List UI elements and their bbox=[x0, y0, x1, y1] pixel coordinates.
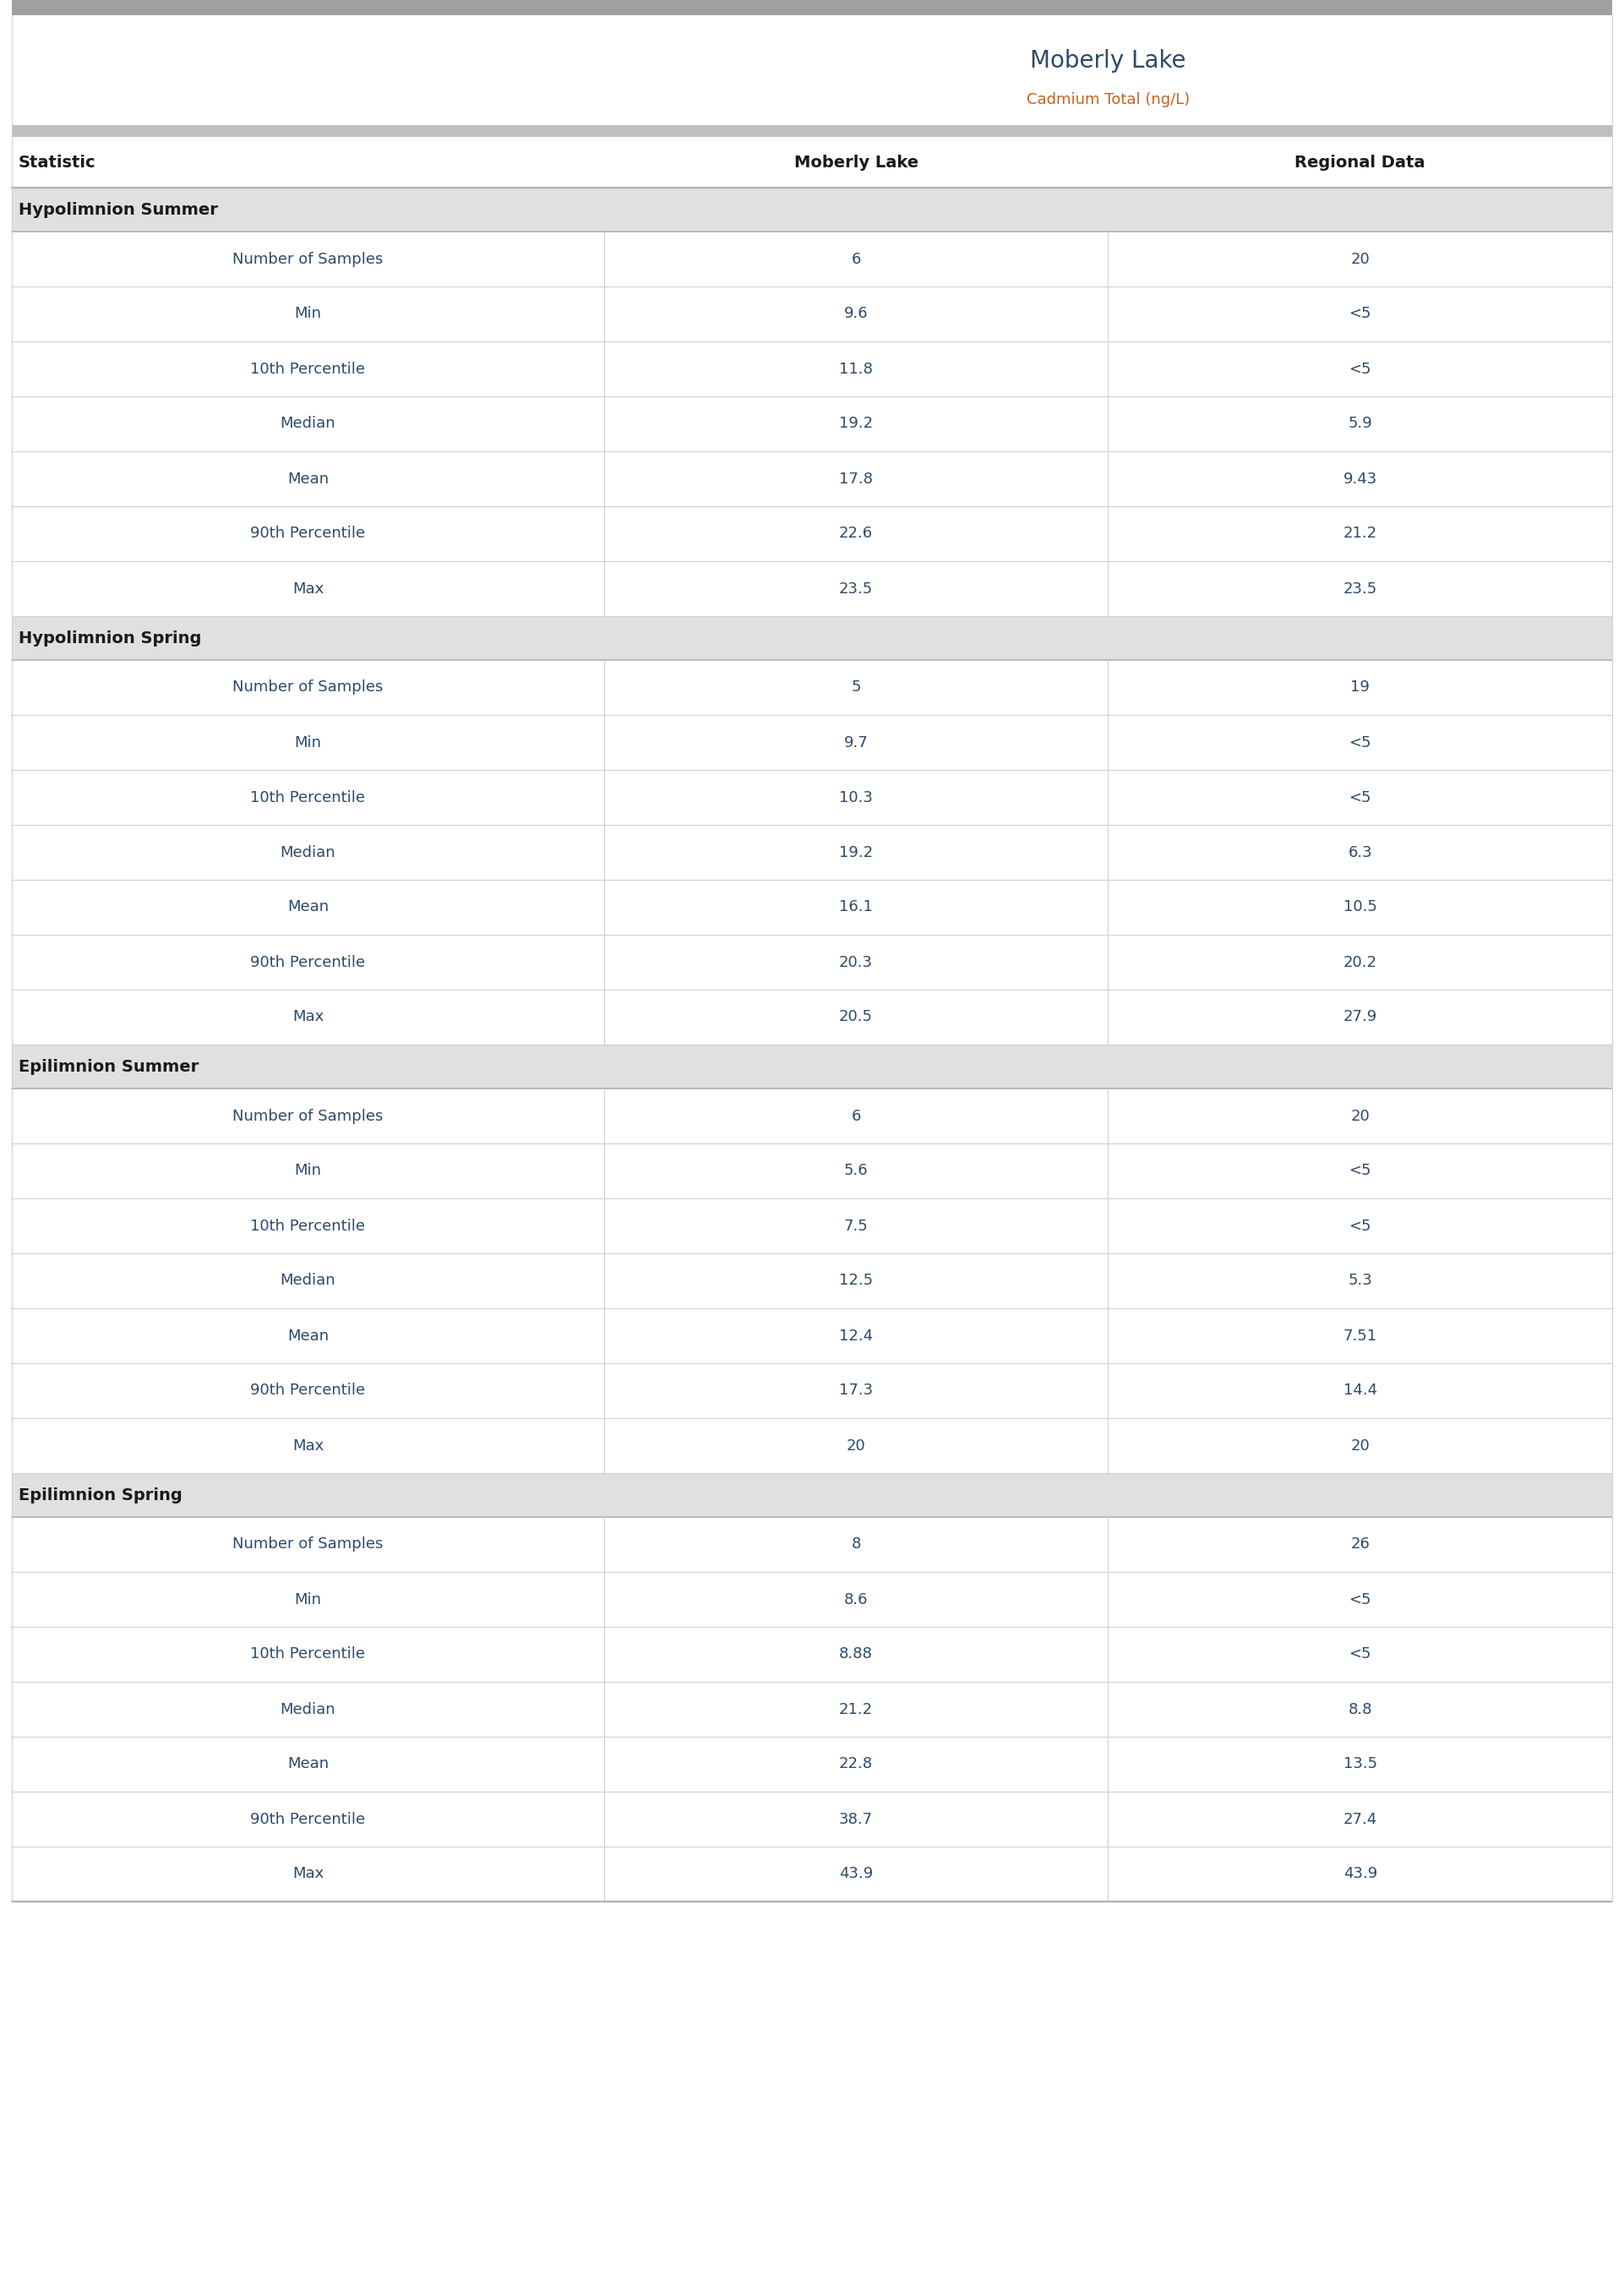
Text: 6: 6 bbox=[851, 252, 861, 266]
Text: 19: 19 bbox=[1351, 681, 1369, 695]
Text: 17.3: 17.3 bbox=[840, 1382, 874, 1398]
Text: Median: Median bbox=[281, 415, 336, 431]
Text: 5.6: 5.6 bbox=[844, 1162, 869, 1178]
Text: 10th Percentile: 10th Percentile bbox=[250, 790, 365, 806]
Text: 11.8: 11.8 bbox=[840, 361, 872, 377]
Text: Min: Min bbox=[294, 1162, 322, 1178]
Text: Max: Max bbox=[292, 1010, 323, 1024]
Text: Number of Samples: Number of Samples bbox=[232, 1108, 383, 1124]
Text: Hypolimnion Spring: Hypolimnion Spring bbox=[18, 631, 201, 647]
Text: Mean: Mean bbox=[287, 472, 328, 486]
Text: Max: Max bbox=[292, 1866, 323, 1882]
Text: 16.1: 16.1 bbox=[840, 899, 872, 915]
Text: 10.3: 10.3 bbox=[840, 790, 872, 806]
Text: 22.8: 22.8 bbox=[840, 1757, 874, 1773]
Bar bbox=[11, 1473, 1613, 1516]
Text: 23.5: 23.5 bbox=[1343, 581, 1377, 597]
Text: 12.4: 12.4 bbox=[840, 1328, 874, 1344]
Text: <5: <5 bbox=[1350, 735, 1371, 749]
Text: 38.7: 38.7 bbox=[840, 1811, 874, 1827]
Bar bbox=[11, 615, 1613, 661]
Text: 90th Percentile: 90th Percentile bbox=[250, 956, 365, 969]
Text: Mean: Mean bbox=[287, 899, 328, 915]
Text: 20: 20 bbox=[1351, 252, 1369, 266]
Text: <5: <5 bbox=[1350, 361, 1371, 377]
Text: Min: Min bbox=[294, 1591, 322, 1607]
Text: 19.2: 19.2 bbox=[840, 844, 874, 860]
Text: 27.9: 27.9 bbox=[1343, 1010, 1377, 1024]
Text: 7.51: 7.51 bbox=[1343, 1328, 1377, 1344]
Text: 43.9: 43.9 bbox=[840, 1866, 874, 1882]
Text: 23.5: 23.5 bbox=[840, 581, 874, 597]
Text: Moberly Lake: Moberly Lake bbox=[794, 154, 918, 170]
Text: 6.3: 6.3 bbox=[1348, 844, 1372, 860]
Text: 10th Percentile: 10th Percentile bbox=[250, 361, 365, 377]
Text: Number of Samples: Number of Samples bbox=[232, 252, 383, 266]
Text: 43.9: 43.9 bbox=[1343, 1866, 1377, 1882]
Text: <5: <5 bbox=[1350, 1591, 1371, 1607]
Text: 20: 20 bbox=[1351, 1437, 1369, 1453]
Text: Min: Min bbox=[294, 735, 322, 749]
Text: 5.3: 5.3 bbox=[1348, 1273, 1372, 1289]
Text: 90th Percentile: 90th Percentile bbox=[250, 1382, 365, 1398]
Text: <5: <5 bbox=[1350, 790, 1371, 806]
Text: Statistic: Statistic bbox=[18, 154, 96, 170]
Text: 10.5: 10.5 bbox=[1343, 899, 1377, 915]
Text: 20.5: 20.5 bbox=[840, 1010, 874, 1024]
Text: 20: 20 bbox=[846, 1437, 866, 1453]
Text: Epilimnion Summer: Epilimnion Summer bbox=[18, 1058, 198, 1074]
Text: Median: Median bbox=[281, 844, 336, 860]
Text: 20: 20 bbox=[1351, 1108, 1369, 1124]
Text: 21.2: 21.2 bbox=[840, 1702, 874, 1716]
Text: 90th Percentile: 90th Percentile bbox=[250, 1811, 365, 1827]
Text: Max: Max bbox=[292, 1437, 323, 1453]
Text: <5: <5 bbox=[1350, 1162, 1371, 1178]
Text: Min: Min bbox=[294, 306, 322, 322]
Text: 10th Percentile: 10th Percentile bbox=[250, 1646, 365, 1662]
Text: Hypolimnion Summer: Hypolimnion Summer bbox=[18, 202, 218, 218]
Text: Median: Median bbox=[281, 1702, 336, 1716]
Text: Mean: Mean bbox=[287, 1757, 328, 1773]
Text: 8.8: 8.8 bbox=[1348, 1702, 1372, 1716]
Text: 90th Percentile: 90th Percentile bbox=[250, 527, 365, 540]
Text: Mean: Mean bbox=[287, 1328, 328, 1344]
Text: 5: 5 bbox=[851, 681, 861, 695]
Bar bbox=[11, 0, 1613, 16]
Text: <5: <5 bbox=[1350, 1219, 1371, 1233]
Text: 6: 6 bbox=[851, 1108, 861, 1124]
Text: 20.3: 20.3 bbox=[840, 956, 874, 969]
Text: 5.9: 5.9 bbox=[1348, 415, 1372, 431]
Text: 9.7: 9.7 bbox=[844, 735, 869, 749]
Text: Median: Median bbox=[281, 1273, 336, 1289]
Text: 27.4: 27.4 bbox=[1343, 1811, 1377, 1827]
Text: 13.5: 13.5 bbox=[1343, 1757, 1377, 1773]
Bar bbox=[11, 1044, 1613, 1090]
Text: 20.2: 20.2 bbox=[1343, 956, 1377, 969]
Bar bbox=[11, 125, 1613, 136]
Text: Epilimnion Spring: Epilimnion Spring bbox=[18, 1487, 182, 1503]
Text: 17.8: 17.8 bbox=[840, 472, 874, 486]
Text: 9.6: 9.6 bbox=[844, 306, 869, 322]
Text: 8.6: 8.6 bbox=[844, 1591, 869, 1607]
Text: Max: Max bbox=[292, 581, 323, 597]
Text: 12.5: 12.5 bbox=[840, 1273, 874, 1289]
Text: Number of Samples: Number of Samples bbox=[232, 1537, 383, 1553]
Text: <5: <5 bbox=[1350, 1646, 1371, 1662]
Text: 21.2: 21.2 bbox=[1343, 527, 1377, 540]
Text: 14.4: 14.4 bbox=[1343, 1382, 1377, 1398]
Text: 19.2: 19.2 bbox=[840, 415, 874, 431]
Text: 9.43: 9.43 bbox=[1343, 472, 1377, 486]
Text: <5: <5 bbox=[1350, 306, 1371, 322]
Text: 10th Percentile: 10th Percentile bbox=[250, 1219, 365, 1233]
Text: Regional Data: Regional Data bbox=[1294, 154, 1426, 170]
Text: 7.5: 7.5 bbox=[844, 1219, 869, 1233]
Text: 8.88: 8.88 bbox=[840, 1646, 872, 1662]
Text: 26: 26 bbox=[1351, 1537, 1369, 1553]
Bar bbox=[11, 188, 1613, 232]
Text: Number of Samples: Number of Samples bbox=[232, 681, 383, 695]
Text: 8: 8 bbox=[851, 1537, 861, 1553]
Text: Moberly Lake: Moberly Lake bbox=[1030, 50, 1186, 73]
Text: Cadmium Total (ng/L): Cadmium Total (ng/L) bbox=[1026, 93, 1190, 107]
Text: 22.6: 22.6 bbox=[840, 527, 874, 540]
